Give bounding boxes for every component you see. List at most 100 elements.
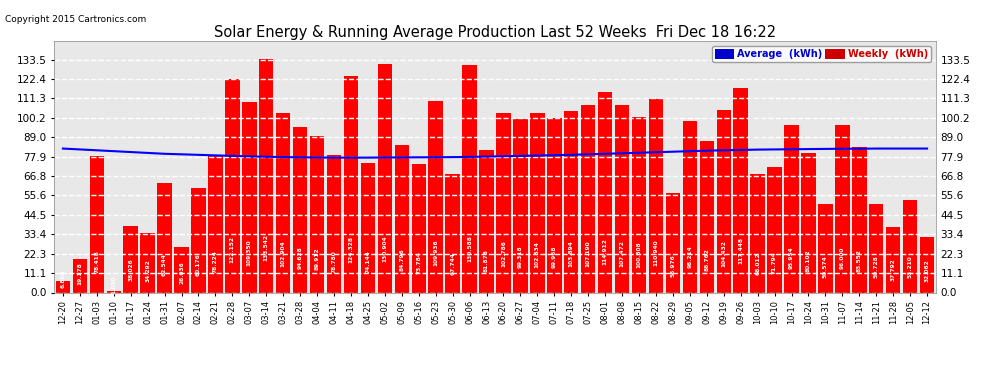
Text: 50.574: 50.574 [823,256,828,278]
Text: 78.418: 78.418 [94,250,99,273]
Text: 102.786: 102.786 [501,241,506,267]
Bar [412,164,426,292]
Text: 96.000: 96.000 [840,246,844,269]
Bar [903,200,918,292]
Text: 60.176: 60.176 [196,254,201,276]
Text: 78.224: 78.224 [213,250,218,273]
Text: 73.784: 73.784 [416,251,422,273]
Legend: Average  (kWh), Weekly  (kWh): Average (kWh), Weekly (kWh) [712,46,931,62]
Text: 78.780: 78.780 [332,250,337,273]
Text: 94.628: 94.628 [298,246,303,269]
Text: 102.634: 102.634 [535,241,540,267]
Text: 38.026: 38.026 [128,258,134,281]
Bar [852,147,866,292]
Text: 107.472: 107.472 [620,240,625,267]
Text: 6.808: 6.808 [60,269,65,288]
Title: Solar Energy & Running Average Production Last 52 Weeks  Fri Dec 18 16:22: Solar Energy & Running Average Productio… [214,25,776,40]
Text: 68.012: 68.012 [755,252,760,275]
Text: 109.350: 109.350 [247,240,251,266]
Text: 32.062: 32.062 [925,260,930,282]
Bar [225,80,240,292]
Bar [818,204,833,292]
Text: 117.448: 117.448 [739,237,743,264]
Bar [700,141,714,292]
Bar [665,193,680,292]
Text: 67.744: 67.744 [450,252,455,275]
Text: 50.728: 50.728 [874,256,879,278]
Bar [191,188,206,292]
Bar [72,259,87,292]
Text: 81.878: 81.878 [484,249,489,272]
Text: 1.030: 1.030 [111,276,116,294]
Bar [784,125,799,292]
Text: 114.912: 114.912 [603,238,608,265]
Text: 80.102: 80.102 [806,250,811,272]
Bar [632,117,646,292]
Text: 74.144: 74.144 [365,251,370,273]
Bar [513,119,528,292]
Bar [157,183,172,292]
Text: 109.936: 109.936 [434,239,439,266]
Bar [683,121,697,292]
Text: 122.152: 122.152 [230,236,235,263]
Text: 102.904: 102.904 [281,241,286,267]
Bar [531,113,544,292]
Bar [141,232,154,292]
Bar [801,153,816,292]
Bar [886,226,900,292]
Bar [395,144,409,292]
Bar [869,204,883,292]
Bar [581,105,595,292]
Text: 107.190: 107.190 [586,240,591,267]
Bar [648,99,663,292]
Text: 37.792: 37.792 [891,258,896,281]
Text: 95.954: 95.954 [789,246,794,269]
Bar [293,128,307,292]
Bar [174,247,189,292]
Text: 83.552: 83.552 [856,249,862,272]
Text: 98.214: 98.214 [687,246,692,268]
Text: 53.210: 53.210 [908,255,913,278]
Text: 56.976: 56.976 [670,254,675,277]
Text: 19.178: 19.178 [77,262,82,285]
Bar [208,156,223,292]
Bar [479,150,494,292]
Text: 104.432: 104.432 [722,240,727,267]
Text: 89.912: 89.912 [315,248,320,270]
Text: Copyright 2015 Cartronics.com: Copyright 2015 Cartronics.com [5,15,147,24]
Text: 86.762: 86.762 [704,248,709,271]
Bar [259,60,273,292]
Bar [717,110,731,292]
Bar [344,76,358,292]
Bar [107,291,121,292]
Bar [446,174,459,292]
Bar [547,118,561,292]
Text: 99.968: 99.968 [551,246,556,268]
Bar [496,113,511,292]
Bar [767,167,782,292]
Text: 34.292: 34.292 [146,259,150,282]
Text: 103.894: 103.894 [568,240,574,267]
Text: 133.542: 133.542 [263,234,268,261]
Text: 26.036: 26.036 [179,261,184,284]
Text: 124.328: 124.328 [348,236,353,263]
Text: 62.544: 62.544 [162,253,167,276]
Bar [327,155,342,292]
Bar [360,163,375,292]
Bar [615,105,630,292]
Bar [55,280,70,292]
Bar [836,125,849,292]
Text: 100.808: 100.808 [637,241,642,268]
Bar [734,88,747,292]
Text: 99.318: 99.318 [518,246,523,268]
Text: 130.588: 130.588 [467,235,472,262]
Text: 71.794: 71.794 [772,251,777,274]
Bar [310,136,325,292]
Bar [598,92,613,292]
Text: 110.940: 110.940 [653,239,658,266]
Bar [750,174,765,292]
Text: 84.796: 84.796 [399,249,404,271]
Bar [90,156,104,292]
Bar [462,64,477,292]
Bar [243,102,256,292]
